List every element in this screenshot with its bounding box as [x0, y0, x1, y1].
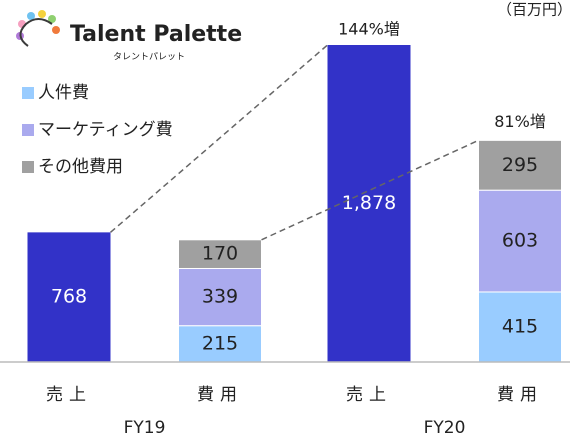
legend-label: 人件費	[38, 83, 89, 103]
group-label: FY20	[424, 418, 466, 438]
x-tick-label: 費用	[197, 385, 243, 405]
logo-subtitle: タレントパレット	[113, 52, 185, 63]
legend-label: マーケティング費	[38, 120, 173, 140]
growth-line	[110, 44, 328, 233]
revenue-bar	[27, 232, 111, 362]
value-label: 1,878	[342, 192, 396, 214]
value-label: 295	[502, 154, 538, 176]
legend-swatch	[22, 161, 34, 173]
value-label: 339	[202, 286, 238, 308]
cost-segment	[178, 325, 262, 363]
value-label: 215	[202, 332, 238, 354]
logo-dot	[38, 10, 46, 18]
logo-dot	[27, 12, 35, 20]
x-tick-label: 売上	[346, 385, 392, 405]
cost-segment	[478, 189, 562, 293]
logo-dot	[52, 26, 60, 34]
annotation: 81%増	[494, 112, 546, 131]
logo: Talent Palette タレントパレット	[16, 10, 242, 63]
value-label: 603	[502, 230, 538, 252]
revenue-bar	[327, 45, 411, 362]
value-label: 170	[202, 243, 238, 265]
logo-face	[19, 18, 53, 47]
x-tick-label: 売上	[46, 385, 92, 405]
cost-segment	[178, 267, 262, 327]
legend-swatch	[22, 87, 34, 99]
value-label: 768	[51, 286, 87, 308]
unit-label: （百万円）	[497, 1, 570, 19]
group-label: FY19	[124, 418, 166, 438]
x-tick-label: 費用	[497, 385, 543, 405]
legend-swatch	[22, 124, 34, 136]
value-label: 415	[502, 315, 538, 337]
logo-name: Talent Palette	[70, 22, 242, 47]
logo-dot	[48, 15, 56, 23]
cost-segment	[478, 139, 562, 191]
legend-label: その他費用	[38, 157, 123, 177]
annotation: 144%増	[338, 20, 400, 39]
cost-segment	[178, 239, 262, 269]
